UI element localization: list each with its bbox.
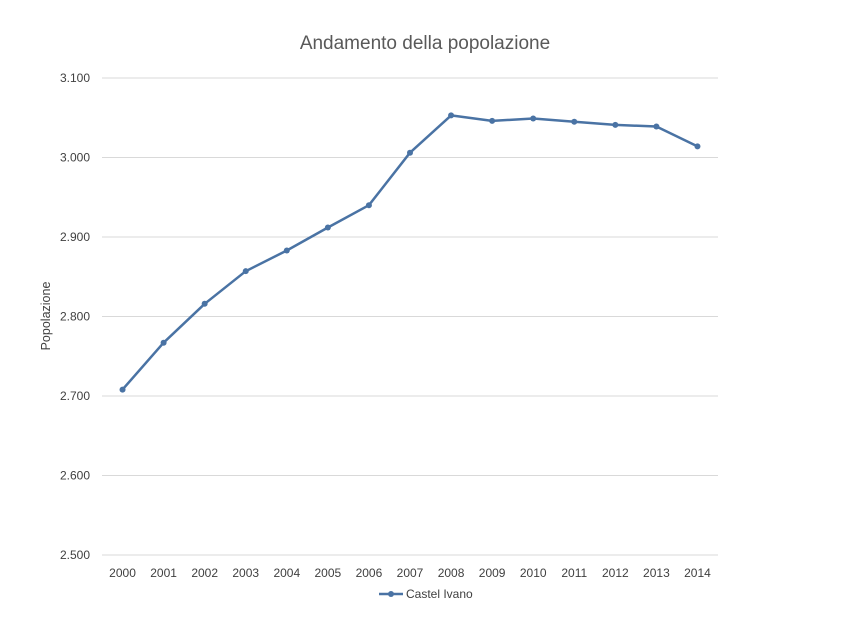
y-grid (102, 77, 718, 556)
x-tick-label: 2007 (397, 566, 424, 580)
data-point (160, 339, 167, 346)
data-point (571, 118, 578, 125)
data-point (407, 149, 413, 156)
data-point (119, 386, 126, 393)
data-point (694, 143, 701, 150)
data-point (283, 247, 290, 254)
chart-title: Andamento della popolazione (300, 33, 550, 54)
series-line (121, 114, 699, 391)
legend: Castel Ivano (379, 587, 473, 601)
data-point (365, 202, 372, 209)
data-point (324, 224, 331, 231)
data-point (201, 300, 208, 307)
x-tick-label: 2008 (438, 566, 465, 580)
y-tick-label: 3.000 (60, 151, 90, 165)
data-point (653, 123, 660, 130)
y-tick-label: 3.100 (60, 71, 90, 85)
x-tick-label: 2010 (520, 566, 547, 580)
series-group (119, 112, 701, 393)
x-tick-label: 2013 (643, 566, 670, 580)
x-tick-label: 2005 (315, 566, 342, 580)
y-axis-label: Popolazione (39, 282, 53, 351)
x-tick-label: 2014 (684, 566, 711, 580)
data-point (612, 121, 619, 128)
x-tick-label: 2006 (356, 566, 383, 580)
x-tick-labels: 2000 2001 2002 2003 2004 2005 2006 2007 2008 2009… (109, 566, 711, 580)
x-tick-label: 2002 (191, 566, 218, 580)
x-tick-label: 2000 (109, 566, 136, 580)
x-tick-label: 2011 (561, 566, 587, 580)
y-tick-label: 2.900 (60, 230, 90, 244)
y-tick-label: 2.500 (60, 548, 90, 562)
x-tick-label: 2003 (232, 566, 259, 580)
data-point (448, 112, 455, 119)
data-point (530, 115, 537, 122)
x-tick-label: 2009 (479, 566, 506, 580)
y-tick-labels: 2.500 2.600 2.700 2.800 2.900 3.000 3.100 (60, 71, 90, 562)
data-point (242, 268, 249, 275)
data-point (489, 117, 496, 124)
y-tick-label: 2.800 (60, 310, 90, 324)
x-tick-label: 2001 (150, 566, 177, 580)
x-tick-label: 2004 (273, 566, 300, 580)
legend-label: Castel Ivano (406, 587, 473, 601)
y-tick-label: 2.600 (60, 469, 90, 483)
legend-marker (388, 591, 394, 597)
x-tick-label: 2012 (602, 566, 629, 580)
y-tick-label: 2.700 (60, 389, 90, 403)
